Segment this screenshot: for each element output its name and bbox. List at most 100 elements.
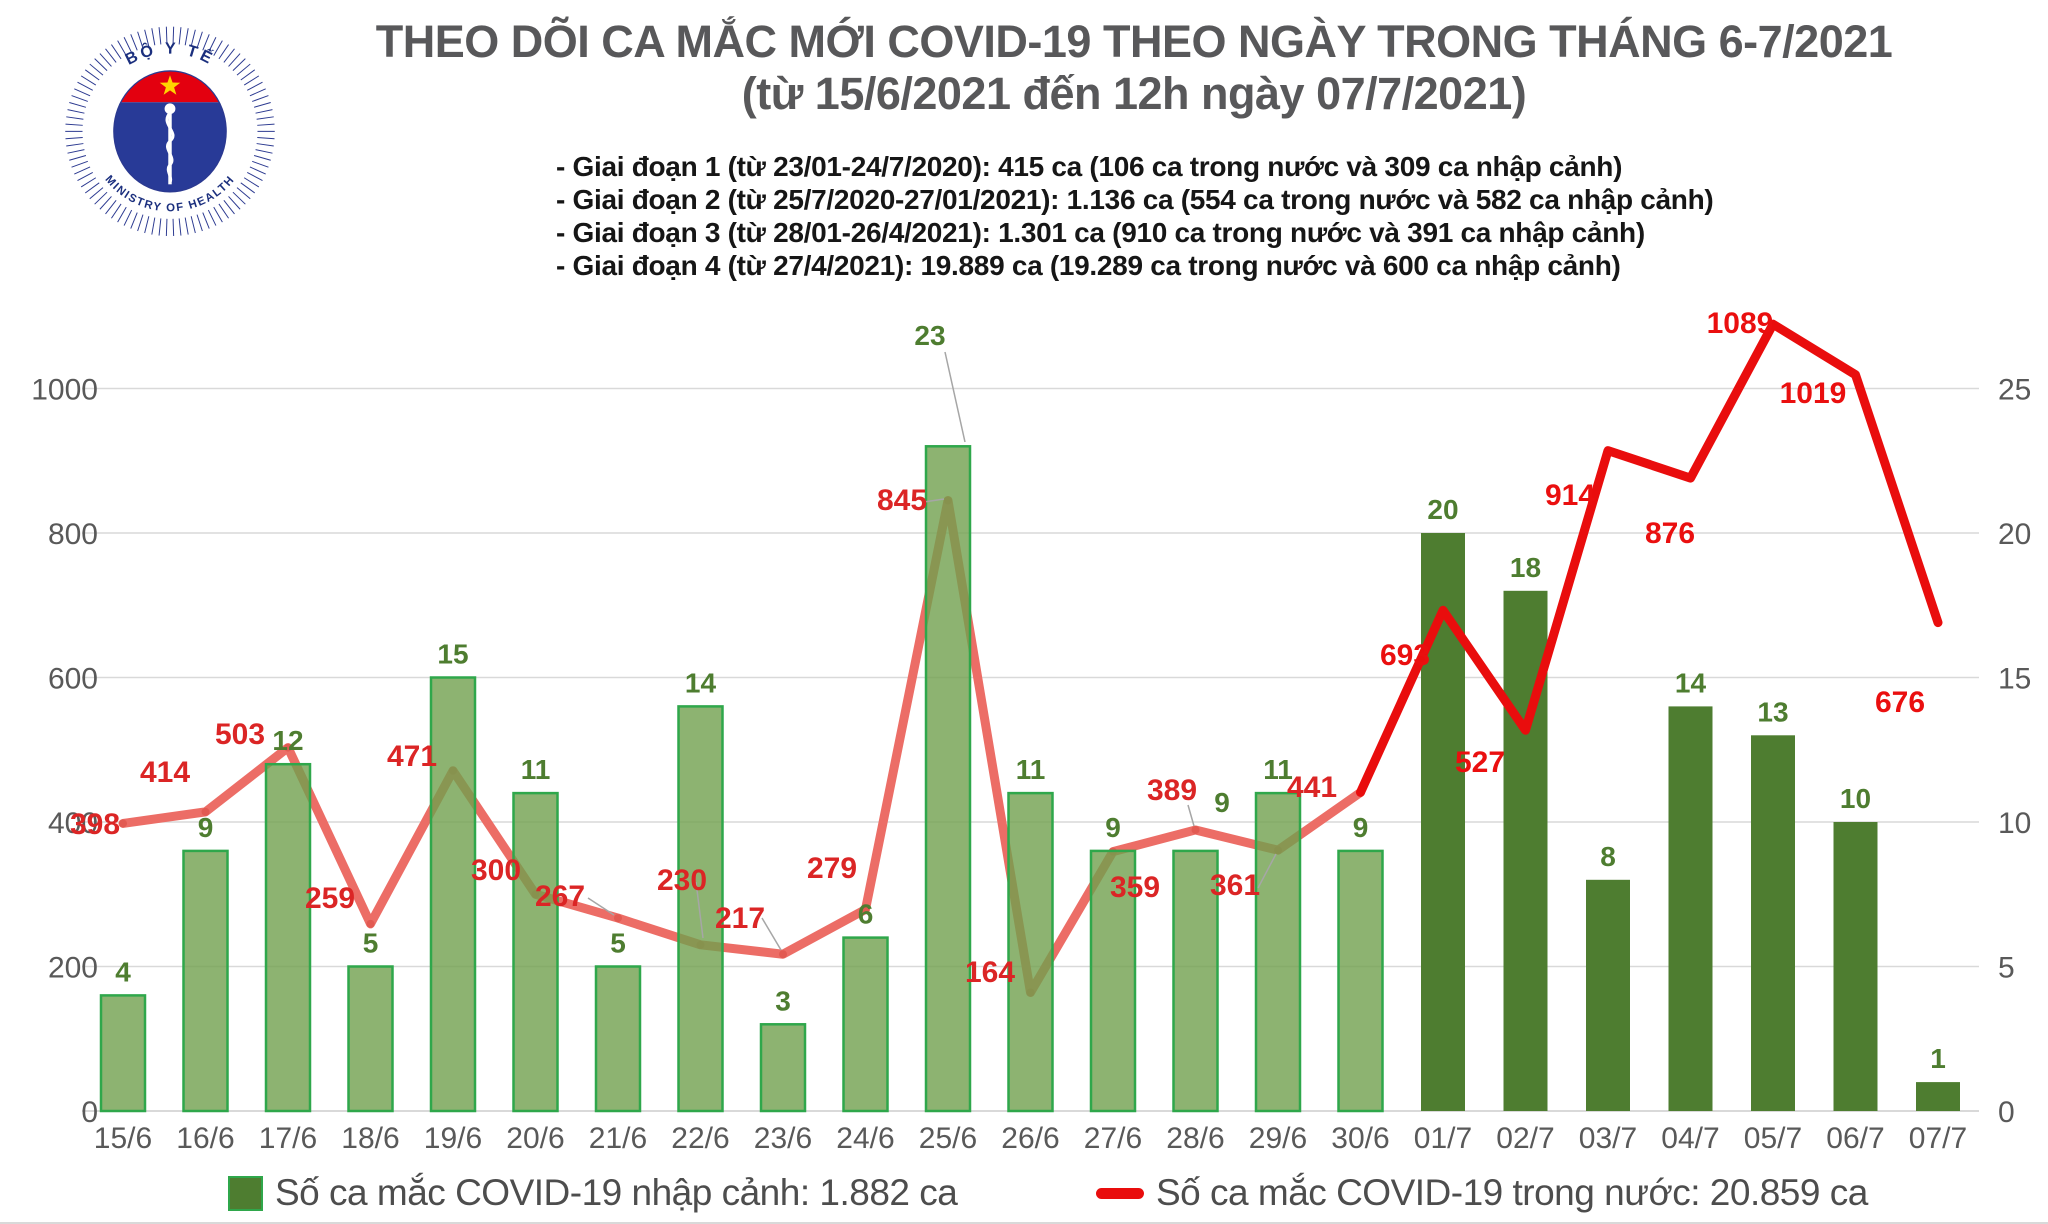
logo-ray [144,29,150,47]
bar-value-label: 11 [521,754,551,785]
note-phase-3: - Giai đoạn 3 (từ 28/01-26/4/2021): 1.30… [556,217,1645,248]
x-axis-label: 24/6 [836,1122,894,1155]
label-leader-line [695,881,704,939]
logo-ray [151,217,156,235]
note-phase-4: - Giai đoạn 4 (từ 27/4/2021): 19.889 ca … [556,250,1621,281]
left-axis-tick-label: 0 [81,1096,98,1129]
legend-line-label: Số ca mắc COVID-19 trong nước: 20.859 ca [1156,1172,1868,1213]
x-axis-label: 27/6 [1084,1122,1142,1155]
line-point-marker [779,950,787,959]
logo-ray [144,216,150,234]
logo-star-icon [159,75,181,95]
bar-value-label: 6 [858,899,874,930]
domestic-cases-line-late [1356,319,1943,797]
logo-ray [117,206,127,223]
logo-ray [249,166,266,175]
logo-snake-icon [165,112,175,184]
x-axis-label: 26/6 [1001,1122,1059,1155]
x-axis-label: 28/6 [1166,1122,1224,1155]
line-value-label: 876 [1645,517,1695,550]
logo-ray [67,149,85,154]
logo-ray [232,191,246,205]
line-value-label: 845 [877,484,927,517]
logo-ray [71,160,88,168]
line-value-label: 259 [305,882,355,915]
x-axis-label: 07/7 [1909,1122,1967,1155]
logo-ray [243,75,260,86]
line-value-label: 267 [535,880,585,913]
logo-ray [178,218,182,236]
page-subtitle: (từ 15/6/2021 đến 12h ngày 07/7/2021) [741,68,1527,119]
logo-ray [123,209,133,226]
logo-ray [74,166,91,175]
logo-ray [256,116,274,120]
imported-cases-bar [1916,1082,1960,1111]
bar-value-label: 1 [1930,1043,1946,1074]
x-axis-label: 18/6 [341,1122,399,1155]
imported-cases-bar [1668,706,1713,1111]
bar-value-label: 18 [1510,552,1541,583]
logo-ray [158,27,162,45]
logo-ray [243,177,260,188]
logo-ray [190,216,196,234]
bar-value-label: 15 [437,639,468,670]
logo-ray [158,218,162,236]
label-leader-line [1257,853,1277,889]
line-value-label: 359 [1110,871,1160,904]
imported-cases-bar [1751,735,1795,1111]
line-value-label: 414 [140,756,190,789]
logo-ray [77,172,93,182]
label-leader-line [587,897,615,916]
left-axis-tick-label: 600 [48,663,98,696]
bar-value-label: 14 [1675,667,1707,698]
bar-value-label: 12 [272,725,303,756]
x-axis-label: 22/6 [671,1122,729,1155]
logo-ray [94,191,108,205]
logo-ray [66,116,84,120]
logo-ray [80,75,97,86]
logo-ray [130,212,138,229]
x-axis-label: 15/6 [94,1122,152,1155]
logo-ray [137,31,144,49]
logo-ray [137,214,144,232]
logo-ray [249,88,266,97]
line-value-label: 441 [1287,771,1337,804]
imported-cases-bar [1586,879,1630,1111]
legend-item-domestic-cases: Số ca mắc COVID-19 trong nước: 20.859 ca [1096,1172,1868,1214]
logo-ray [65,123,83,126]
x-axis-label: 01/7 [1414,1122,1472,1155]
imported-cases-bar [99,994,147,1113]
logo-ray [232,58,246,71]
legend-bar-swatch [228,1175,263,1211]
logo-ray [257,123,275,126]
logo-ray [202,34,210,51]
label-leader-line [944,351,966,443]
logo-ray [236,63,251,76]
logo-ray [236,187,251,200]
logo-ray [130,34,138,51]
bar-value-label: 4 [115,956,131,987]
bar-value-label: 9 [1214,787,1230,818]
left-axis-tick-label: 800 [48,518,98,551]
logo-ray [207,209,217,226]
ministry-of-health-logo: BỘ Y TẾ MINISTRY OF HEALTH [65,26,275,236]
domestic-cases-line-early [118,495,1365,998]
right-axis-tick-label: 0 [1998,1096,2015,1129]
logo-ray [223,200,235,215]
logo-ray [84,182,100,194]
imported-cases-bar [1089,849,1137,1113]
x-axis-label: 19/6 [424,1122,482,1155]
logo-ray [190,29,196,47]
x-axis-label: 02/7 [1496,1122,1554,1155]
imported-cases-bar [842,936,889,1113]
logo-ray [218,203,229,219]
logo-ray [105,200,117,215]
logo-ray [255,109,273,114]
bar-value-label: 20 [1427,494,1458,525]
bar-value-label: 23 [914,320,945,351]
logo-ray [218,44,229,60]
line-point-marker [284,743,292,752]
logo-ray [99,53,112,67]
legend-item-imported-cases: Số ca mắc COVID-19 nhập cảnh: 1.882 ca [228,1172,958,1214]
left-axis-tick-label: 400 [48,807,98,840]
